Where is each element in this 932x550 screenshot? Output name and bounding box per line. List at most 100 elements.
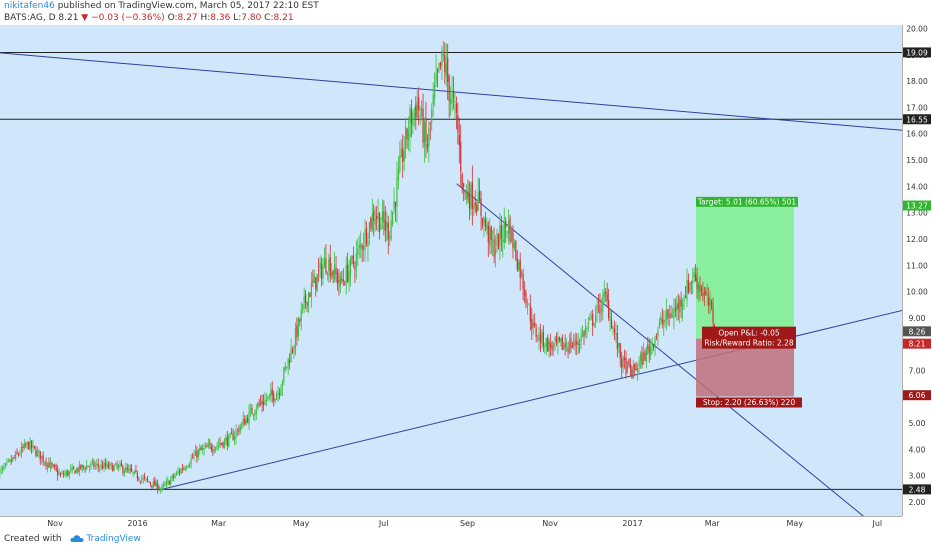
candle-down [539, 334, 542, 343]
target-zone [696, 206, 794, 339]
x-tick-label: Mar [705, 519, 721, 528]
candle-down [702, 293, 704, 297]
candle-up [584, 327, 587, 335]
candle-up [294, 327, 297, 349]
candle-down [335, 268, 337, 274]
candle-down [178, 471, 181, 473]
candle-down [458, 134, 460, 146]
candle-down [394, 202, 397, 207]
candle-up [106, 463, 108, 467]
candle-down [555, 335, 558, 343]
candle-up [245, 418, 247, 424]
author-link[interactable]: nikitafen46 [4, 1, 55, 11]
candle-up [602, 295, 604, 313]
candle-down [315, 277, 317, 289]
candle-down [708, 297, 710, 306]
pnl-box [702, 326, 796, 349]
price-mark-label: 6.06 [909, 391, 926, 400]
candle-up [367, 239, 369, 247]
candle-up [615, 333, 617, 336]
candle-up [155, 482, 157, 487]
candle-down [116, 464, 118, 467]
candle-down [365, 227, 368, 244]
candle-up [94, 465, 96, 467]
candle-up [603, 291, 605, 297]
candle-up [386, 222, 388, 229]
candle-down [471, 182, 473, 209]
candle-up [290, 348, 292, 362]
candle-up [78, 464, 80, 472]
price-mark-stop [903, 390, 931, 401]
candle-up [541, 330, 543, 344]
candle-up [503, 222, 505, 243]
candle-up [14, 452, 17, 460]
candle-down [306, 301, 308, 306]
candle-up [587, 322, 589, 325]
candle-up [174, 475, 176, 478]
candle-up [596, 304, 598, 314]
price-mark-label: 8.21 [909, 340, 926, 349]
candle-down [312, 280, 314, 282]
candle-down [621, 358, 623, 369]
candle-up [264, 399, 266, 405]
candle-up [637, 368, 639, 372]
candle-down [209, 442, 211, 445]
candle-down [535, 327, 537, 337]
candle-up [142, 477, 144, 479]
candle-up [590, 316, 592, 318]
candle-down [62, 473, 65, 476]
candle-up [673, 310, 675, 319]
price-mark-label: 8.26 [909, 327, 926, 336]
down-arrow-icon: ▼ [81, 13, 89, 23]
candle-up [650, 345, 652, 356]
candle-up [580, 334, 582, 342]
candle-down [151, 485, 153, 487]
candle-down [447, 57, 449, 82]
candle-down [406, 128, 408, 139]
candle-down [304, 294, 307, 303]
candle-up [223, 439, 225, 448]
candle-up [236, 428, 239, 430]
candle-up [322, 266, 324, 279]
price-mark-neutral [903, 326, 931, 337]
candle-up [692, 280, 694, 283]
candle-up [255, 409, 257, 414]
candle-up [100, 464, 102, 467]
candle-up [565, 347, 568, 349]
candle-down [464, 190, 466, 193]
candle-up [642, 351, 645, 365]
candle-down [149, 482, 152, 485]
candle-up [331, 271, 333, 279]
candle-up [666, 309, 668, 320]
candle-down [336, 273, 339, 284]
y-tick-label: 3.00 [909, 472, 926, 481]
price-change: −0.03 (−0.36%) [91, 13, 165, 23]
candle-down [547, 337, 549, 352]
candle-down [641, 352, 643, 366]
candle-up [90, 462, 92, 466]
candle-up [184, 468, 186, 470]
candle-up [190, 458, 192, 465]
tradingview-brand[interactable]: TradingView [86, 534, 141, 544]
y-tick-label: 5.00 [909, 419, 926, 428]
candle-down [415, 104, 417, 118]
candle-up [71, 467, 73, 471]
candle-up [368, 222, 370, 239]
candle-down [493, 239, 495, 258]
candle-up [377, 213, 379, 221]
candle-up [49, 462, 51, 467]
candle-down [490, 226, 492, 241]
candle-down [67, 470, 69, 476]
candle-up [1, 467, 4, 471]
candle-down [710, 301, 713, 307]
candle-up [609, 316, 611, 321]
candle-up [36, 450, 38, 456]
candle-down [579, 343, 581, 345]
candle-up [217, 444, 220, 446]
candle-down [551, 346, 553, 351]
trendline [0, 52, 902, 131]
candle-up [161, 485, 163, 489]
candle-up [664, 320, 666, 322]
candle-up [216, 445, 218, 447]
